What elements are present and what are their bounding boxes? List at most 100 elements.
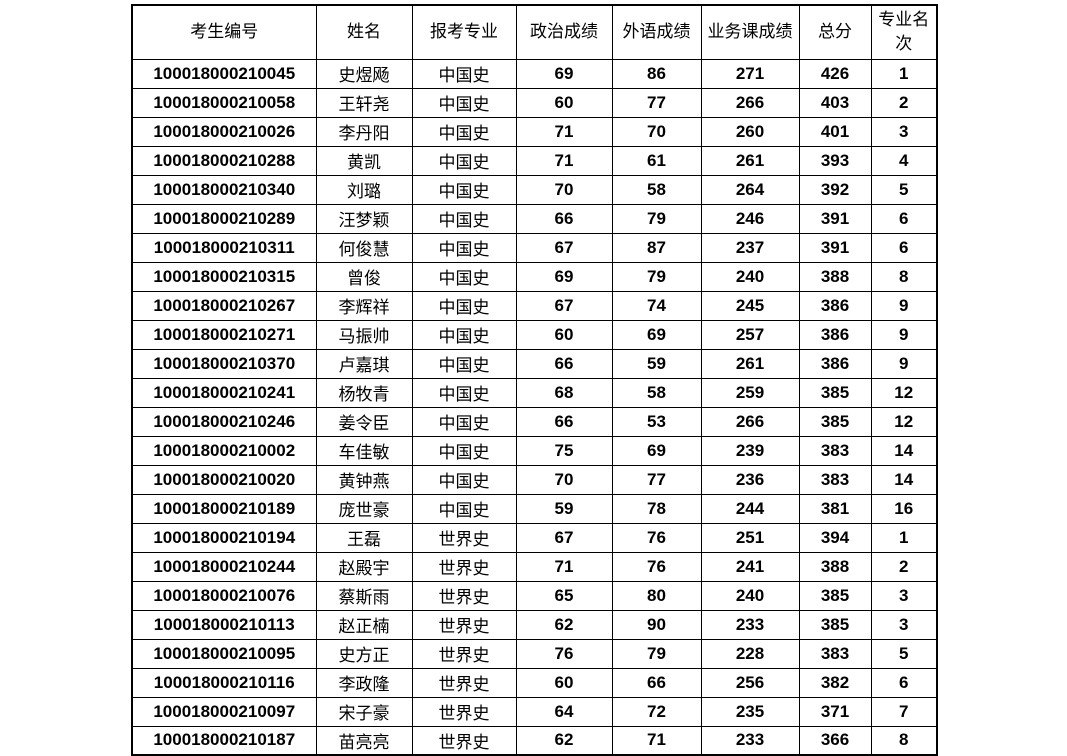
politics-score-cell: 60: [515, 667, 613, 698]
politics-score-cell: 67: [515, 232, 613, 263]
total-score-cell: 392: [798, 174, 872, 205]
politics-score-cell: 66: [515, 203, 613, 234]
table-row: 100018000210020 黄钟燕 中国史 70 77 236 383 14: [131, 464, 938, 495]
candidate-id-cell: 100018000210002: [131, 435, 317, 466]
total-score-cell: 383: [798, 435, 872, 466]
course-score-cell: 233: [700, 609, 800, 640]
politics-score-cell: 66: [515, 348, 613, 379]
table-row: 100018000210058 王轩尧 中国史 60 77 266 403 2: [131, 87, 938, 118]
total-score-cell: 385: [798, 377, 872, 408]
candidate-id-cell: 100018000210311: [131, 232, 317, 263]
major-cell: 世界史: [411, 696, 517, 727]
total-score-cell: 371: [798, 696, 872, 727]
table-row: 100018000210076 蔡斯雨 世界史 65 80 240 385 3: [131, 580, 938, 611]
foreign-language-score-cell: 87: [611, 232, 702, 263]
table-row: 100018000210340 刘璐 中国史 70 58 264 392 5: [131, 174, 938, 205]
name-cell: 王轩尧: [315, 87, 413, 118]
politics-score-cell: 69: [515, 261, 613, 292]
rank-cell: 3: [870, 580, 938, 611]
rank-cell: 8: [870, 725, 938, 756]
course-score-cell: 271: [700, 58, 800, 89]
foreign-language-score-cell: 77: [611, 87, 702, 118]
name-cell: 黄钟燕: [315, 464, 413, 495]
major-cell: 中国史: [411, 377, 517, 408]
candidate-id-cell: 100018000210246: [131, 406, 317, 437]
column-header: 报考专业: [411, 4, 517, 60]
course-score-cell: 233: [700, 725, 800, 756]
table-body: 100018000210045 史煜飏 中国史 69 86 271 426 1 10001800…: [131, 58, 938, 756]
foreign-language-score-cell: 74: [611, 290, 702, 321]
major-cell: 世界史: [411, 522, 517, 553]
total-score-cell: 391: [798, 203, 872, 234]
name-cell: 何俊慧: [315, 232, 413, 263]
major-cell: 中国史: [411, 493, 517, 524]
politics-score-cell: 60: [515, 87, 613, 118]
rank-cell: 9: [870, 348, 938, 379]
foreign-language-score-cell: 69: [611, 435, 702, 466]
course-score-cell: 260: [700, 116, 800, 147]
rank-cell: 5: [870, 174, 938, 205]
total-score-cell: 426: [798, 58, 872, 89]
candidate-id-cell: 100018000210097: [131, 696, 317, 727]
column-header: 外语成绩: [611, 4, 702, 60]
rank-cell: 9: [870, 319, 938, 350]
course-score-cell: 239: [700, 435, 800, 466]
table-row: 100018000210097 宋子豪 世界史 64 72 235 371 7: [131, 696, 938, 727]
foreign-language-score-cell: 86: [611, 58, 702, 89]
course-score-cell: 259: [700, 377, 800, 408]
name-cell: 史煜飏: [315, 58, 413, 89]
name-cell: 李辉祥: [315, 290, 413, 321]
total-score-cell: 382: [798, 667, 872, 698]
rank-cell: 6: [870, 203, 938, 234]
candidate-id-cell: 100018000210289: [131, 203, 317, 234]
table-row: 100018000210026 李丹阳 中国史 71 70 260 401 3: [131, 116, 938, 147]
table-row: 100018000210311 何俊慧 中国史 67 87 237 391 6: [131, 232, 938, 263]
foreign-language-score-cell: 58: [611, 174, 702, 205]
major-cell: 中国史: [411, 203, 517, 234]
total-score-cell: 383: [798, 638, 872, 669]
column-header: 考生编号: [131, 4, 317, 60]
rank-cell: 14: [870, 435, 938, 466]
total-score-cell: 388: [798, 261, 872, 292]
course-score-cell: 264: [700, 174, 800, 205]
name-cell: 宋子豪: [315, 696, 413, 727]
candidate-id-cell: 100018000210095: [131, 638, 317, 669]
table-row: 100018000210189 庞世豪 中国史 59 78 244 381 16: [131, 493, 938, 524]
candidate-id-cell: 100018000210189: [131, 493, 317, 524]
major-cell: 世界史: [411, 725, 517, 756]
total-score-cell: 366: [798, 725, 872, 756]
total-score-cell: 388: [798, 551, 872, 582]
name-cell: 马振帅: [315, 319, 413, 350]
politics-score-cell: 62: [515, 725, 613, 756]
foreign-language-score-cell: 76: [611, 522, 702, 553]
candidate-id-cell: 100018000210244: [131, 551, 317, 582]
major-cell: 中国史: [411, 145, 517, 176]
table-row: 100018000210002 车佳敏 中国史 75 69 239 383 14: [131, 435, 938, 466]
name-cell: 蔡斯雨: [315, 580, 413, 611]
foreign-language-score-cell: 59: [611, 348, 702, 379]
major-cell: 中国史: [411, 406, 517, 437]
table-row: 100018000210288 黄凯 中国史 71 61 261 393 4: [131, 145, 938, 176]
course-score-cell: 241: [700, 551, 800, 582]
course-score-cell: 237: [700, 232, 800, 263]
table-row: 100018000210289 汪梦颖 中国史 66 79 246 391 6: [131, 203, 938, 234]
column-header: 政治成绩: [515, 4, 613, 60]
candidate-id-cell: 100018000210288: [131, 145, 317, 176]
total-score-cell: 385: [798, 609, 872, 640]
politics-score-cell: 71: [515, 116, 613, 147]
politics-score-cell: 59: [515, 493, 613, 524]
total-score-cell: 385: [798, 406, 872, 437]
foreign-language-score-cell: 70: [611, 116, 702, 147]
politics-score-cell: 67: [515, 522, 613, 553]
politics-score-cell: 70: [515, 174, 613, 205]
rank-cell: 4: [870, 145, 938, 176]
candidate-id-cell: 100018000210076: [131, 580, 317, 611]
major-cell: 中国史: [411, 290, 517, 321]
politics-score-cell: 62: [515, 609, 613, 640]
total-score-cell: 383: [798, 464, 872, 495]
course-score-cell: 228: [700, 638, 800, 669]
major-cell: 中国史: [411, 319, 517, 350]
foreign-language-score-cell: 77: [611, 464, 702, 495]
name-cell: 曾俊: [315, 261, 413, 292]
foreign-language-score-cell: 79: [611, 261, 702, 292]
